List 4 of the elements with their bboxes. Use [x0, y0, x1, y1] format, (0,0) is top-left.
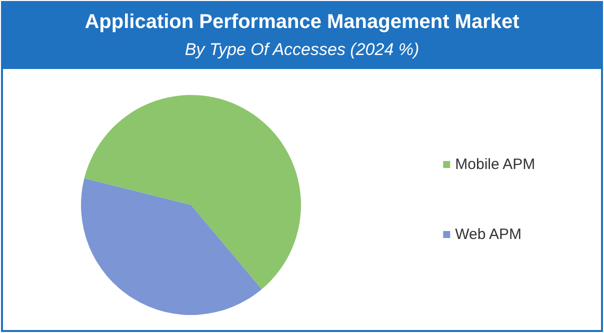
chart-subtitle: By Type Of Accesses (2024 %)	[184, 40, 420, 60]
chart-title: Application Performance Management Market	[84, 10, 520, 34]
legend-label: Web APM	[455, 226, 522, 243]
legend-label: Mobile APM	[455, 156, 536, 173]
